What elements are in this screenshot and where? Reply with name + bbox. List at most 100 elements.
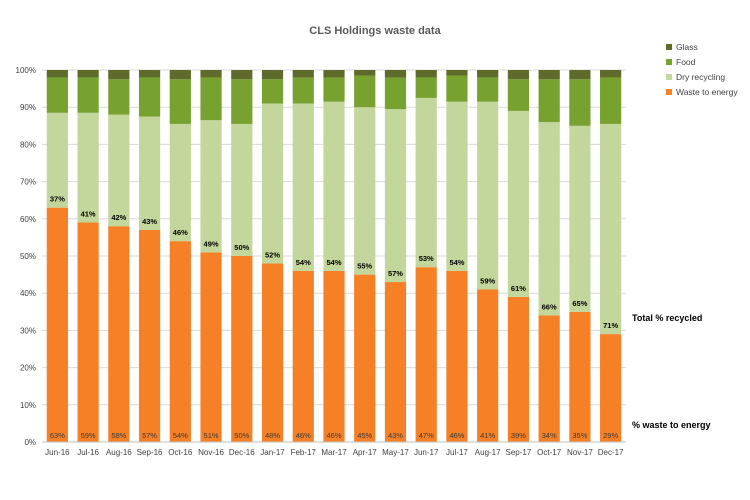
energy-data-label: 50% [234,431,249,440]
bar-segment-food [200,77,222,121]
x-axis: Jun-16 Jul-16 Aug-16 Sep-16 Oct-16 Nov-16 Dec-… [42,441,626,457]
bar-segment-food [415,77,437,98]
bar-segment-food [46,77,68,113]
bar-segment-food [169,79,191,124]
bar-segment-waste-to-energy [46,207,68,442]
bar-segment-waste-to-energy [169,241,191,442]
recycled-data-label: 52% [265,250,280,259]
annotation-total-recycled: Total % recycled [632,313,702,323]
bar-segment-dry-recycling [46,112,68,208]
bar-segment-dry-recycling [261,103,284,264]
recycled-data-label: 50% [234,243,249,252]
bar-segment-waste-to-energy [415,267,437,442]
x-tick-label: Jul-17 [446,448,468,457]
y-tick-label: 0% [24,438,36,447]
recycled-data-label: 61% [511,284,526,293]
bar-segment-dry-recycling [231,123,253,256]
bar-segment-glass [261,70,284,80]
bar-segment-food [569,79,591,126]
legend-label: Dry recycling [676,72,725,82]
bar-segment-glass [477,70,499,78]
bar-segment-glass [446,70,468,76]
legend-swatch [666,44,672,50]
bar-segment-food [292,77,314,104]
legend-label: Waste to energy [676,87,738,97]
energy-data-label: 35% [572,431,587,440]
bar-segment-waste-to-energy [507,296,530,442]
bar-segment-waste-to-energy [384,282,407,442]
recycled-data-label: 71% [603,321,618,330]
bar-segment-glass [323,70,345,78]
recycled-data-label: 46% [173,228,188,237]
bar-segment-glass [200,70,222,78]
x-tick-label: Apr-17 [353,448,378,457]
energy-data-label: 45% [357,431,372,440]
bar-segment-food [108,79,130,115]
x-tick-label: Jun-17 [414,448,439,457]
bar-segment-food [138,77,161,117]
bar-segment-dry-recycling [477,101,499,290]
bar-segment-waste-to-energy [600,334,622,442]
legend-label: Food [676,57,696,67]
energy-data-label: 54% [173,431,188,440]
x-tick-label: Dec-16 [229,448,255,457]
bar-segment-glass [569,70,591,80]
legend: Glass Food Dry recycling Waste to energy [666,42,738,97]
x-tick-label: Nov-16 [198,448,224,457]
legend-label: Glass [676,42,698,52]
bar-segment-glass [138,70,161,78]
bar-segment-dry-recycling [507,110,530,297]
recycled-data-label: 66% [542,303,557,312]
recycled-data-label: 41% [81,210,96,219]
bar-segment-dry-recycling [446,101,468,271]
bar-segment-waste-to-energy [538,315,560,442]
bar-segment-dry-recycling [169,123,191,242]
bar-segment-waste-to-energy [108,226,130,442]
bar-segment-dry-recycling [138,116,161,230]
energy-data-label: 48% [265,431,280,440]
bar-segment-dry-recycling [415,97,437,268]
bar-segment-food [231,79,253,124]
bar-segment-waste-to-energy [569,311,591,442]
recycled-data-label: 42% [111,213,126,222]
chart-title: CLS Holdings waste data [309,25,441,37]
bar-segment-dry-recycling [323,101,345,271]
x-tick-label: Oct-17 [537,448,562,457]
x-tick-label: Aug-17 [475,448,501,457]
bar-segment-dry-recycling [569,125,591,312]
y-tick-label: 60% [20,215,36,224]
bar-segment-dry-recycling [292,103,314,271]
x-tick-label: Nov-17 [567,448,593,457]
bar-segment-glass [415,70,437,78]
bar-segment-glass [292,70,314,78]
recycled-data-label: 54% [296,258,311,267]
recycled-data-label: 55% [357,262,372,271]
bar-segment-dry-recycling [538,122,560,316]
recycled-data-label: 49% [204,239,219,248]
bar-segment-glass [600,70,622,78]
energy-data-label: 29% [603,431,618,440]
y-tick-label: 70% [20,178,36,187]
y-tick-label: 30% [20,326,36,335]
bar-segment-waste-to-energy [477,289,499,442]
bar-segment-glass [384,70,407,78]
bar-segment-dry-recycling [200,120,222,253]
energy-data-label: 46% [326,431,341,440]
recycled-data-label: 37% [50,195,65,204]
bar-segment-waste-to-energy [200,252,222,442]
bar-segment-food [538,79,560,123]
bar-segment-glass [507,70,530,80]
bar-segment-dry-recycling [77,112,99,223]
y-tick-label: 80% [20,140,36,149]
bar-segment-waste-to-energy [446,270,468,442]
x-tick-label: Dec-17 [598,448,624,457]
bar-segment-dry-recycling [108,114,130,227]
y-tick-label: 100% [16,66,36,75]
bar-segment-dry-recycling [600,123,622,335]
bar-segment-glass [231,70,253,80]
bar-segment-glass [77,70,99,78]
y-tick-label: 40% [20,289,36,298]
bar-segment-glass [108,70,130,80]
y-axis: 0% 10% 20% 30% 40% 50% 60% 70% 80% 90% 100% [16,66,36,447]
x-tick-label: Sep-16 [137,448,163,457]
